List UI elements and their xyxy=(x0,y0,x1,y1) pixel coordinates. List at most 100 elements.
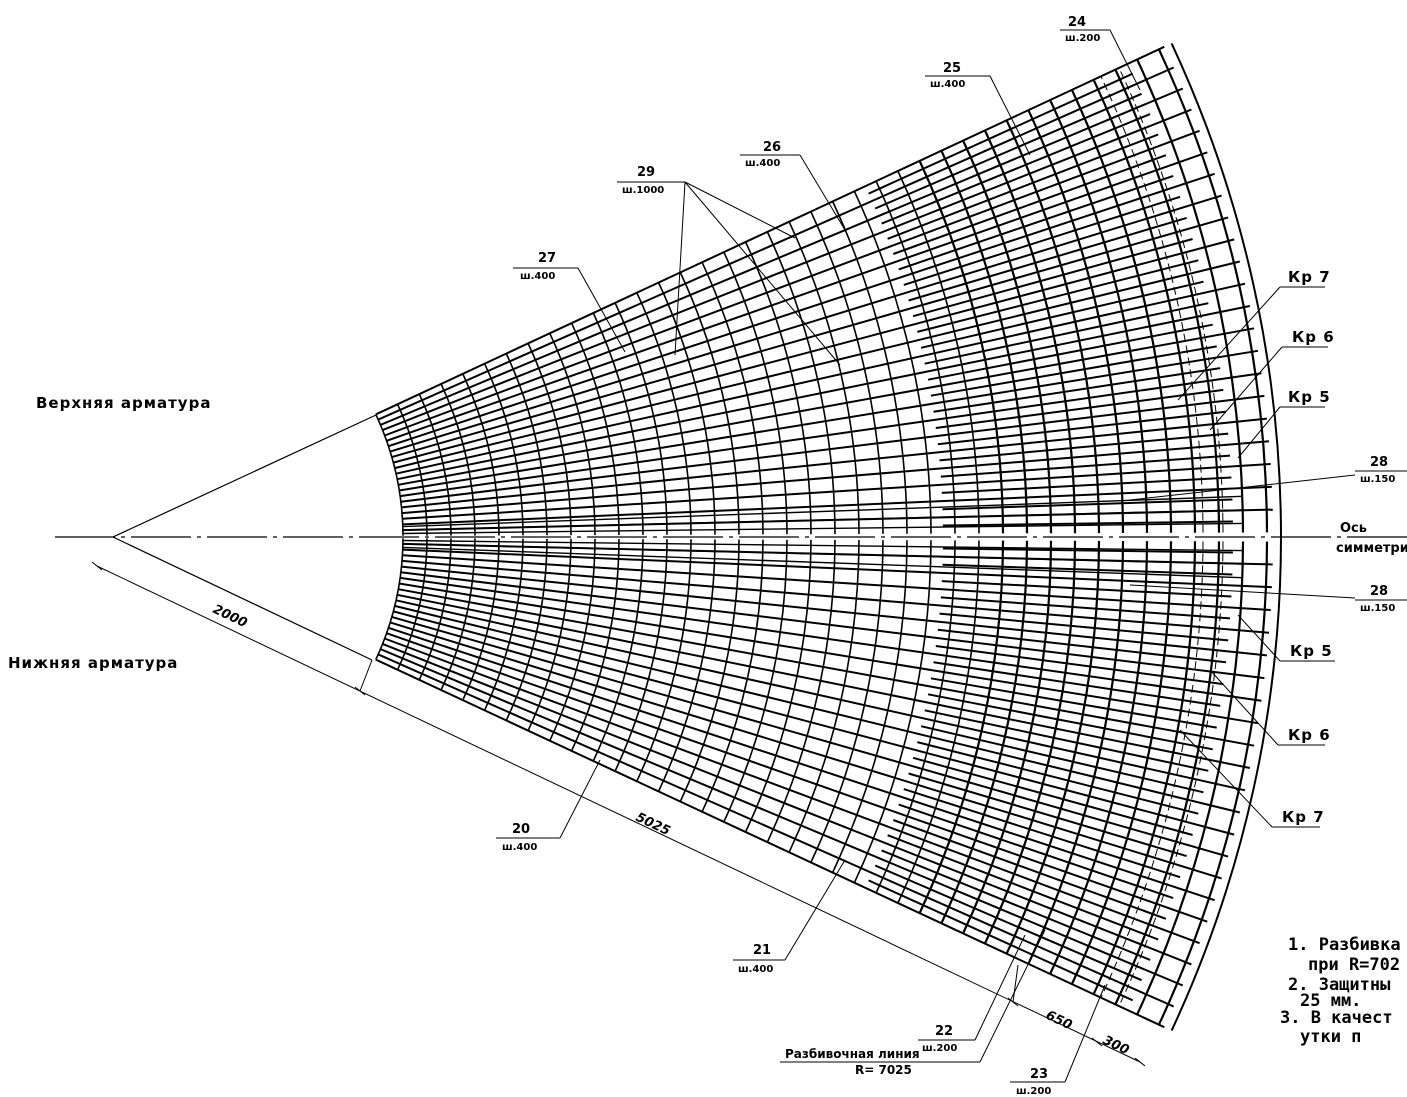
svg-text:ш.400: ш.400 xyxy=(502,842,537,853)
short-radial-bar-top xyxy=(924,302,1209,365)
short-radial-bar-top xyxy=(942,498,1233,511)
short-radial-bar-top xyxy=(939,432,1229,462)
callout-22: 22 ш.200 xyxy=(918,934,1026,1054)
short-radial-bar-bottom xyxy=(940,596,1231,620)
radial-bar-top xyxy=(384,129,1200,437)
short-radial-bar-top xyxy=(881,113,1151,225)
short-radial-bar-top xyxy=(912,238,1193,318)
short-radial-bar-bottom xyxy=(868,879,1134,1002)
axis-label-line2: симметрии xyxy=(1336,541,1407,556)
short-radial-bar-bottom xyxy=(912,756,1193,836)
svg-text:22: 22 xyxy=(935,1024,953,1039)
svg-text:24: 24 xyxy=(1068,15,1086,30)
short-radial-bar-top xyxy=(942,520,1233,527)
radial-bar-top xyxy=(393,238,1235,464)
svg-text:при R=702: при R=702 xyxy=(1308,955,1400,975)
short-radial-bar-top xyxy=(917,259,1199,333)
svg-text:ш.200: ш.200 xyxy=(1065,33,1100,44)
radial-bar-bottom xyxy=(386,632,1208,923)
radial-bar-bottom xyxy=(395,599,1246,792)
svg-text:20: 20 xyxy=(512,822,530,837)
short-radial-bar-bottom xyxy=(933,661,1221,707)
section-title-top: Верхняя арматура xyxy=(36,394,211,412)
sector-edge-top xyxy=(112,414,377,538)
radial-bar-bottom xyxy=(402,554,1271,611)
radial-bar-top xyxy=(401,417,1268,509)
short-radial-bar-bottom xyxy=(942,547,1233,554)
section-title-bottom: Нижняя арматура xyxy=(8,654,178,672)
radial-bar-top xyxy=(382,108,1192,432)
dimension-5025: 5025 xyxy=(633,810,672,839)
svg-text:R= 7025: R= 7025 xyxy=(855,1063,912,1077)
short-radial-bar-top xyxy=(927,323,1213,381)
svg-text:ш.200: ш.200 xyxy=(922,1043,957,1054)
short-radial-bar-top xyxy=(908,216,1187,302)
radial-bar-top xyxy=(398,327,1255,486)
short-radial-bar-bottom xyxy=(924,709,1209,772)
dimension-2000: 2000 xyxy=(210,602,249,631)
short-radial-bar-top xyxy=(941,476,1232,494)
frame-line-bottom xyxy=(1118,541,1224,1007)
radial-bar-bottom xyxy=(399,582,1259,725)
svg-text:21: 21 xyxy=(753,943,771,958)
short-radial-bar-bottom xyxy=(917,741,1199,815)
sector-edge-bottom xyxy=(112,536,373,661)
axis-bar-top xyxy=(402,522,1243,535)
svg-text:Кр 5: Кр 5 xyxy=(1288,388,1331,406)
callout-25: 25 ш.400 xyxy=(925,61,1031,156)
svg-text:28: 28 xyxy=(1370,584,1388,599)
axis-bar-top xyxy=(402,509,1243,531)
short-radial-bar-top xyxy=(933,367,1221,413)
radial-bar-bottom xyxy=(394,604,1241,814)
radial-bar-top xyxy=(400,394,1265,503)
notes: 1. Разбивка при R=702 2. Защитны 25 мм. … xyxy=(1280,935,1401,1047)
outer-edge-bottom xyxy=(1170,536,1282,1032)
radial-bar-bottom xyxy=(388,626,1216,902)
short-radial-bar-top xyxy=(892,154,1167,255)
short-radial-bar-bottom xyxy=(898,803,1174,900)
frame-label-kr6-top: Кр 6 xyxy=(1209,328,1334,431)
callout-27: 27 ш.400 xyxy=(513,251,626,353)
svg-text:ш.400: ш.400 xyxy=(745,158,780,169)
frame-label-kr5-top: Кр 5 xyxy=(1237,388,1331,459)
radial-bar-top xyxy=(388,172,1216,448)
frame-label-kr6-bottom: Кр 6 xyxy=(1209,669,1331,746)
radial-bar-top xyxy=(401,440,1270,515)
short-radial-bar-top xyxy=(920,280,1204,349)
svg-text:3. В качест: 3. В качест xyxy=(1280,1008,1393,1028)
svg-text:Кр 6: Кр 6 xyxy=(1288,726,1331,744)
callout-28-bottom: 28 ш.150 xyxy=(1129,584,1407,614)
callout-23: 23 ш.200 xyxy=(1010,984,1106,1097)
axis-bar-bottom xyxy=(402,546,1243,579)
svg-text:28: 28 xyxy=(1370,455,1388,470)
short-radial-bar-top xyxy=(935,388,1224,429)
radial-bar-bottom xyxy=(393,610,1235,836)
short-radial-bar-bottom xyxy=(935,645,1224,686)
svg-text:Кр 7: Кр 7 xyxy=(1288,268,1331,286)
short-radial-bar-top xyxy=(930,345,1217,397)
callout-28-top: 28 ш.150 xyxy=(1129,455,1407,501)
short-radial-bar-bottom xyxy=(939,612,1229,642)
svg-text:ш.150: ш.150 xyxy=(1360,474,1395,485)
radial-bar-top xyxy=(399,372,1262,498)
callout-29: 29 ш.1000 xyxy=(617,165,841,366)
radial-bar-top xyxy=(395,282,1246,475)
dimension-300: 300 xyxy=(1100,1033,1131,1058)
short-radial-bar-bottom xyxy=(941,580,1232,598)
radial-bar-bottom xyxy=(400,571,1265,680)
frame-label-kr7-top: Кр 7 xyxy=(1177,268,1331,401)
radial-bar-top xyxy=(402,463,1271,520)
reinforcement-grid xyxy=(375,42,1282,1032)
short-radial-bar-bottom xyxy=(937,628,1227,664)
short-radial-bar-top xyxy=(940,454,1231,478)
radial-bar-bottom xyxy=(397,593,1250,769)
layout-line-label: Разбивочная линия R= 7025 xyxy=(780,929,1046,1077)
axis-bar-bottom xyxy=(402,539,1243,552)
short-radial-bar-bottom xyxy=(887,834,1159,941)
axis-label-line1: Ось xyxy=(1340,521,1367,536)
ring-bar-top xyxy=(375,414,404,536)
svg-text:Разбивочная линия: Разбивочная линия xyxy=(785,1047,920,1061)
svg-text:ш.400: ш.400 xyxy=(930,79,965,90)
short-radial-bar-top xyxy=(903,195,1181,286)
